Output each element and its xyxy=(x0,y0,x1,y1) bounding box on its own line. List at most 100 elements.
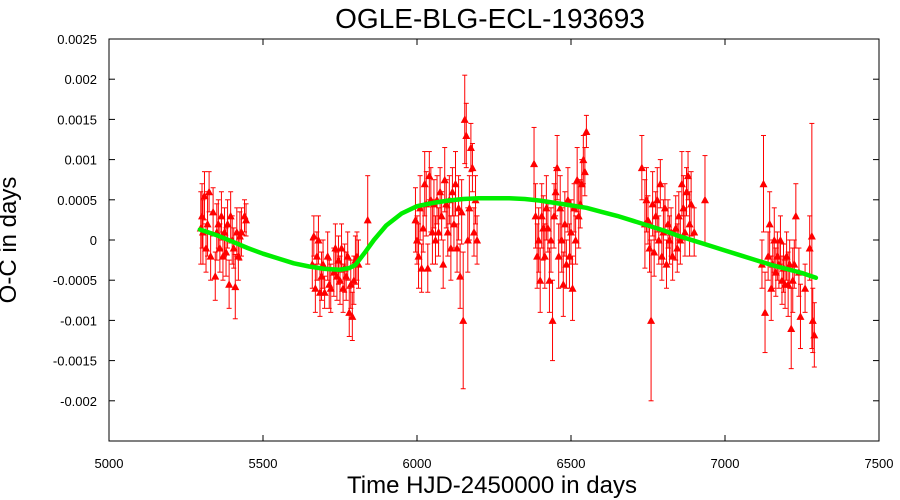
data-point xyxy=(332,272,341,280)
data-point xyxy=(411,215,420,224)
data-point xyxy=(220,227,229,236)
data-point xyxy=(203,219,212,228)
data-point xyxy=(567,227,575,236)
data-point xyxy=(460,115,469,123)
data-point xyxy=(685,219,694,228)
data-point xyxy=(234,252,243,260)
data-point xyxy=(645,244,654,252)
data-point xyxy=(223,219,232,228)
data-point xyxy=(420,179,429,188)
data-point xyxy=(764,252,773,260)
data-point xyxy=(314,236,323,244)
data-points xyxy=(196,115,819,339)
data-point xyxy=(653,195,662,204)
y-tick-label: 0.001 xyxy=(64,153,97,168)
data-point xyxy=(801,284,810,292)
y-tick-label: -0.0015 xyxy=(53,354,97,369)
data-point xyxy=(765,219,774,228)
data-point xyxy=(218,252,227,260)
data-point xyxy=(660,203,669,212)
data-point xyxy=(225,280,234,288)
data-point xyxy=(428,227,437,236)
data-point xyxy=(537,211,546,220)
data-point xyxy=(656,179,665,188)
data-point xyxy=(782,252,791,260)
data-point xyxy=(664,219,673,228)
data-point xyxy=(559,280,568,288)
data-point xyxy=(687,199,696,208)
data-point xyxy=(465,203,474,212)
data-point xyxy=(343,252,352,260)
data-point xyxy=(437,211,446,220)
x-tick-label: 5000 xyxy=(95,456,124,471)
data-point xyxy=(562,260,571,268)
data-point xyxy=(807,231,816,240)
data-point xyxy=(436,187,445,196)
data-point xyxy=(770,236,779,244)
data-point xyxy=(323,252,332,260)
data-point xyxy=(443,227,452,236)
y-tick-label: 0 xyxy=(90,233,97,248)
data-point xyxy=(690,227,699,236)
data-point xyxy=(346,280,355,288)
data-point xyxy=(777,276,786,284)
data-point xyxy=(329,268,338,276)
data-point xyxy=(673,244,682,252)
data-point xyxy=(345,308,354,316)
y-axis-title: O-C in days xyxy=(0,177,22,304)
data-point xyxy=(545,276,554,284)
x-tick-label: 7500 xyxy=(865,456,894,471)
data-point xyxy=(582,127,591,135)
data-point xyxy=(336,276,344,284)
data-point xyxy=(320,288,329,296)
data-point xyxy=(349,276,358,284)
data-point xyxy=(217,211,226,220)
data-point xyxy=(684,171,693,180)
data-point xyxy=(198,211,207,220)
data-point xyxy=(231,282,240,291)
data-point xyxy=(451,179,460,188)
data-point xyxy=(648,199,657,208)
data-point xyxy=(674,211,683,220)
data-point xyxy=(579,155,588,164)
data-point xyxy=(540,252,549,260)
data-point xyxy=(209,207,218,216)
data-point xyxy=(554,252,563,260)
data-point xyxy=(423,264,432,272)
data-point xyxy=(577,179,586,188)
data-point xyxy=(446,244,455,252)
data-point xyxy=(642,195,651,204)
data-point xyxy=(414,252,423,260)
data-point xyxy=(644,215,652,224)
data-point xyxy=(469,227,478,236)
data-point xyxy=(348,312,357,320)
data-point xyxy=(650,248,659,256)
data-point xyxy=(787,324,796,332)
data-point xyxy=(425,171,434,180)
chart-title: OGLE-BLG-ECL-193693 xyxy=(335,3,645,34)
data-point xyxy=(339,284,348,292)
data-point xyxy=(311,284,320,292)
data-point xyxy=(317,272,326,280)
data-point xyxy=(767,284,776,292)
x-tick-label: 6500 xyxy=(557,456,586,471)
data-point xyxy=(682,187,691,196)
data-point xyxy=(773,252,782,260)
data-point xyxy=(222,248,231,256)
data-point xyxy=(536,276,545,284)
data-point xyxy=(214,219,223,228)
x-axis-title: Time HJD-2450000 in days xyxy=(347,472,637,499)
data-point xyxy=(548,316,557,324)
data-point xyxy=(784,280,793,288)
data-point xyxy=(647,316,656,324)
data-point xyxy=(761,308,770,316)
data-point xyxy=(454,203,463,212)
data-point xyxy=(413,236,421,244)
data-point xyxy=(534,236,543,244)
data-point xyxy=(226,211,235,220)
data-point xyxy=(457,207,466,216)
y-tick-label: -0.002 xyxy=(60,394,97,409)
data-point xyxy=(657,252,666,260)
data-point xyxy=(668,252,677,260)
